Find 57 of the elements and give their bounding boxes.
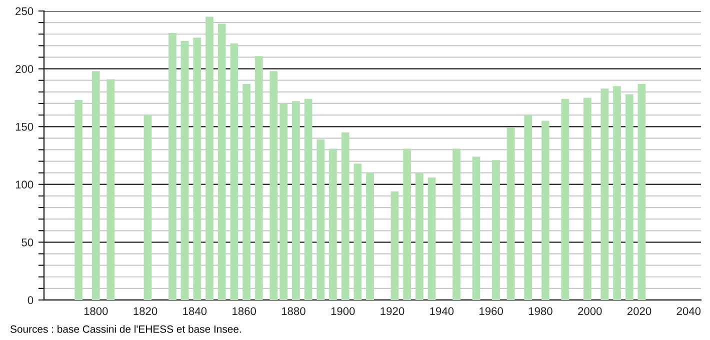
bar [541,120,550,300]
bar [613,86,621,300]
y-tick-label: 50 [22,238,34,246]
bar [583,98,592,300]
bar [218,24,226,300]
x-tick-label: 1820 [134,307,158,316]
x-tick-label: 1980 [528,307,552,316]
bar [242,84,250,300]
bar [366,172,374,300]
bar [270,71,278,300]
x-tick-label: 2000 [578,307,602,316]
bar [329,148,337,300]
bar [452,148,460,300]
x-tick-label: 1920 [380,307,404,316]
x-tick-label: 1960 [480,307,503,316]
bar [506,128,515,300]
bar [168,32,176,300]
x-tick-label: 2040 [676,307,701,316]
bar [472,156,480,300]
bar [428,177,436,300]
bar [600,88,609,300]
bar [193,38,202,300]
bar [524,115,532,300]
bar [316,139,325,300]
bar [206,16,214,300]
bar [280,103,288,300]
y-tick-label: 150 [16,122,34,131]
bar [638,84,646,300]
bar [561,98,570,300]
bar [341,132,350,300]
y-tick-label: 0 [28,296,34,304]
bar [74,100,83,300]
bar [230,43,238,300]
bar [403,148,412,300]
bar [625,94,634,300]
y-tick-label: 100 [16,180,34,189]
y-tick-label: 250 [16,7,34,16]
bar [180,41,189,300]
source-note: Sources : base Cassini de l'EHESS et base Insee. [10,325,241,333]
bar [354,164,362,300]
x-tick-label: 1800 [84,307,108,316]
bar [106,79,115,300]
bar [144,115,152,300]
bar [304,98,312,300]
bar [415,172,424,300]
bar [92,71,100,300]
bar [254,56,263,300]
y-tick-label: 200 [16,65,34,73]
bar [292,101,300,300]
x-tick-label: 1900 [331,307,355,316]
x-tick-label: 1880 [282,307,306,316]
x-tick-label: 1940 [430,307,454,316]
x-tick-label: 2020 [627,307,652,316]
x-tick-label: 1840 [183,307,207,316]
x-tick-label: 1860 [232,307,256,316]
bar [390,191,399,300]
bar [492,160,500,300]
